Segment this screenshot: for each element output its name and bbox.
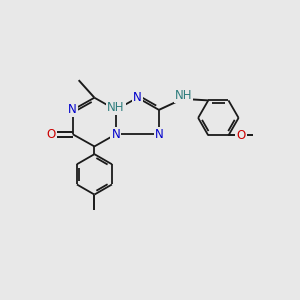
Text: N: N: [133, 91, 142, 104]
Text: O: O: [236, 129, 246, 142]
Text: NH: NH: [175, 89, 192, 102]
Text: NH: NH: [107, 101, 124, 114]
Text: N: N: [154, 128, 163, 141]
Text: N: N: [68, 103, 77, 116]
Text: O: O: [46, 128, 56, 141]
Text: N: N: [111, 128, 120, 141]
